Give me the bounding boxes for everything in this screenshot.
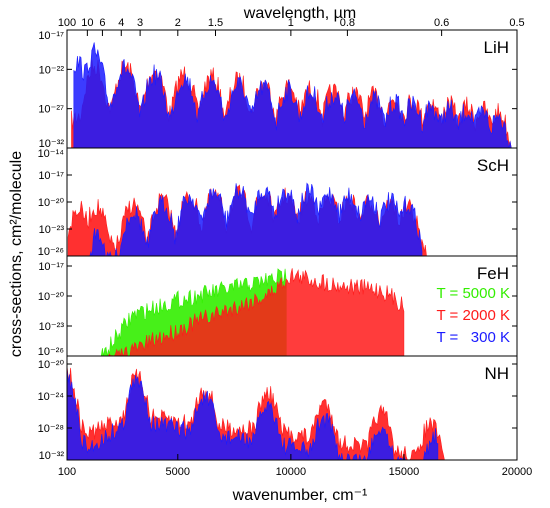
top-tick-label: 0.5: [509, 17, 524, 29]
top-tick-label: 2: [175, 17, 181, 29]
y-tick-label: 10⁻²⁴: [38, 391, 65, 403]
y-tick-label: 10⁻¹⁴: [38, 148, 65, 160]
panel-nh: 10⁻²⁰ 10⁻²⁴ 10⁻²⁸ 10⁻³² NH: [38, 355, 518, 462]
panel-label-nh: NH: [484, 364, 509, 383]
legend-entry: T = 2000 K: [436, 307, 510, 324]
top-tick-label: 6: [99, 17, 105, 29]
panels: 10⁻¹⁷10⁻²²10⁻²⁷10⁻³²LiH10⁻¹⁴10⁻¹⁷10⁻²⁰10…: [38, 29, 518, 462]
top-tick-label: 4: [118, 17, 124, 29]
y-tick-label: 10⁻²³: [39, 224, 65, 236]
top-tick-label: 1: [288, 17, 294, 29]
y-tick-label: 10⁻²³: [39, 321, 65, 333]
y-tick-label: 10⁻¹⁷: [38, 30, 64, 42]
y-axis-title: cross-sections, cm²/molecule: [8, 151, 25, 357]
top-axis-title: wavelength, µm: [243, 5, 356, 22]
top-tick-label: 0.8: [340, 17, 355, 29]
y-tick-label: 10⁻²⁷: [38, 104, 64, 116]
top-tick-label: 3: [137, 17, 143, 29]
panel-feh-data: [96, 268, 405, 356]
x-tick-label: 15000: [389, 466, 420, 478]
bottom-axis-title: wavenumber, cm⁻¹: [232, 487, 368, 504]
legend-entry: T = 300 K: [436, 329, 510, 346]
top-axis-ticks: 100 10 6 4 3 2 1.5 1 0.8 0.6 0.5: [58, 17, 525, 36]
y-tick-label: 10⁻²²: [39, 64, 65, 76]
series-lih-1: [73, 42, 513, 148]
top-tick-label: 10: [81, 17, 93, 29]
panel-lih-data: [71, 42, 513, 148]
y-tick-label: 10⁻³²: [39, 138, 65, 150]
panel-sch-data: [67, 182, 427, 256]
x-tick-label: 10000: [276, 466, 307, 478]
y-tick-label: 10⁻²⁰: [38, 291, 65, 303]
series-feh-1: [98, 268, 405, 356]
y-tick-label: 10⁻²⁶: [38, 346, 64, 358]
top-tick-label: 100: [58, 17, 76, 29]
y-tick-label: 10⁻²⁰: [38, 359, 65, 371]
y-tick-label: 10⁻³²: [39, 450, 65, 462]
top-tick-label: 0.6: [434, 17, 449, 29]
legend-entry: T = 5000 K: [436, 285, 510, 302]
series-nh-1: [67, 366, 439, 460]
panel-nh-data: [67, 365, 447, 460]
x-tick-label: 5000: [166, 466, 190, 478]
legend: T = 5000 K T = 2000 K T = 300 K: [436, 285, 510, 346]
y-tick-label: 10⁻¹⁷: [38, 170, 64, 182]
bottom-axis-ticks: 100 5000 10000 15000 20000: [58, 454, 532, 478]
x-tick-label: 100: [58, 466, 76, 478]
panel-lih: 10⁻¹⁷ 10⁻²² 10⁻²⁷ 10⁻³² LiH: [38, 29, 518, 150]
panel-label-feh: FeH: [477, 264, 509, 283]
y-tick-label: 10⁻¹⁷: [38, 261, 64, 273]
panel-label-sch: ScH: [477, 156, 509, 175]
x-tick-label: 20000: [502, 466, 533, 478]
panel-sch: 10⁻¹⁴ 10⁻¹⁷ 10⁻²⁰ 10⁻²³ 10⁻²⁶ ScH: [38, 147, 518, 258]
top-tick-label: 1.5: [208, 17, 223, 29]
y-tick-label: 10⁻²⁶: [38, 246, 64, 258]
y-tick-label: 10⁻²⁰: [38, 197, 65, 209]
series-sch-1: [87, 182, 423, 256]
panel-label-lih: LiH: [483, 38, 509, 57]
panel-frame: [66, 355, 518, 461]
y-tick-label: 10⁻²⁸: [38, 423, 64, 435]
